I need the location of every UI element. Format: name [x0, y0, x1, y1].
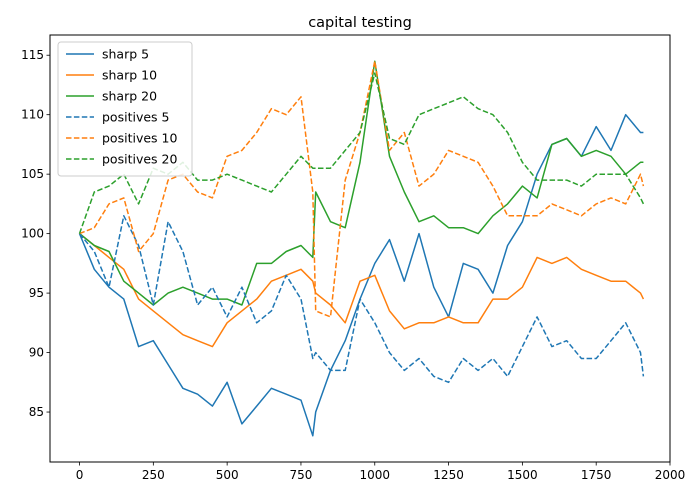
legend: sharp 5 sharp 10 sharp 20 positives 5 positi… [57, 41, 193, 177]
series-line-sharp-10 [79, 233, 645, 348]
y-tick-label: 95 [29, 286, 44, 300]
legend-label: sharp 5 [102, 47, 149, 62]
legend-label: sharp 20 [102, 89, 157, 104]
x-tick-label: 1500 [507, 468, 538, 482]
series-layer [78, 60, 645, 437]
y-tick-label: 105 [21, 167, 44, 181]
x-tick-label: 2000 [655, 468, 686, 482]
series-line-positives-20 [78, 72, 645, 234]
chart-title: capital testing [308, 15, 412, 31]
y-tick-label: 115 [21, 48, 44, 62]
y-tick-label: 110 [21, 108, 44, 122]
x-tick-label: 1750 [581, 468, 612, 482]
y-tick-label: 85 [29, 405, 44, 419]
x-tick-label: 0 [76, 468, 84, 482]
x-tick-label: 500 [216, 468, 239, 482]
legend-label: sharp 10 [102, 68, 157, 83]
y-tick-label: 100 [21, 227, 44, 241]
legend-label: positives 5 [102, 110, 169, 125]
plot-frame [49, 34, 671, 463]
y-tick-label: 90 [29, 346, 44, 360]
series-line-sharp-20 [79, 60, 644, 306]
x-axis: 0 250 500 750 1000 1250 1500 1750 2000 [76, 462, 686, 482]
y-axis: 85 90 95 100 105 110 115 [21, 48, 50, 419]
legend-label: positives 20 [102, 152, 177, 167]
x-tick-label: 250 [142, 468, 165, 482]
x-tick-label: 1000 [359, 468, 390, 482]
x-tick-label: 750 [289, 468, 312, 482]
legend-label: positives 10 [102, 131, 177, 146]
series-line-positives-5 [78, 215, 645, 384]
x-tick-label: 1250 [433, 468, 464, 482]
